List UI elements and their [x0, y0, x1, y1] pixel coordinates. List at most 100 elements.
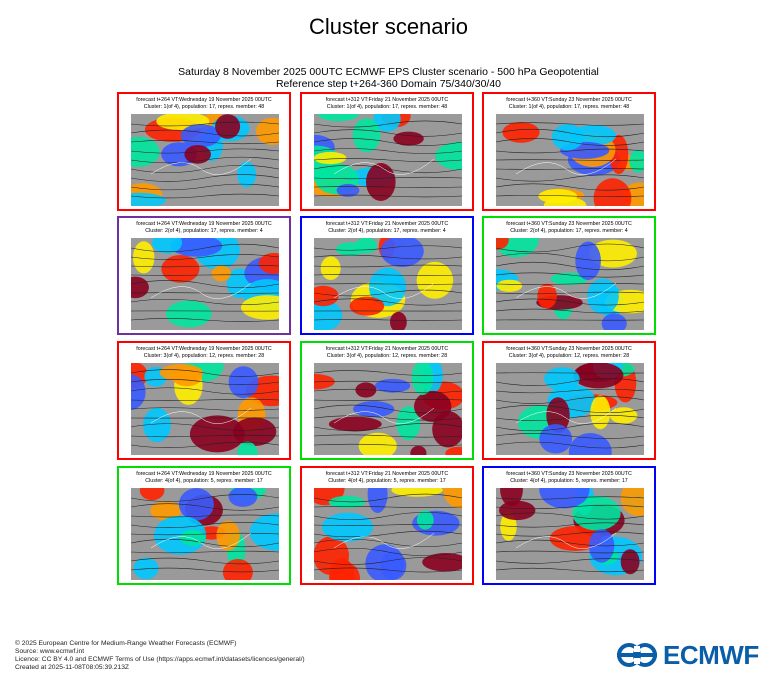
anomaly-blob [139, 488, 165, 501]
anomaly-blob [537, 283, 557, 309]
panel-cluster-label: Cluster: 1(of 4), population: 17, repres… [508, 104, 630, 110]
coastline [515, 407, 617, 424]
anomaly-blob [629, 149, 644, 173]
panel-cluster-label: Cluster: 1(of 4), population: 17, repres… [143, 104, 265, 110]
geopotential-contour [131, 557, 279, 565]
cluster-panel: forecast t+312 VT:Friday 21 November 202… [300, 92, 474, 211]
coastline [515, 282, 617, 299]
geopotential-contour [496, 243, 644, 253]
anomaly-blob [353, 401, 395, 418]
geopotential-contour [314, 254, 462, 260]
panel-cluster-label: Cluster: 4(of 4), population: 5, repres.… [510, 478, 628, 484]
geopotential-contour [131, 538, 279, 548]
anomaly-blob [152, 238, 183, 254]
cluster-panel: forecast t+264 VT:Wednesday 19 November … [117, 466, 291, 585]
anomaly-blob [189, 415, 245, 453]
chart-subtitle: Saturday 8 November 2025 00UTC ECMWF EPS… [0, 66, 777, 90]
panel-cluster-label: Cluster: 4(of 4), population: 5, repres.… [328, 478, 446, 484]
geopotential-contour [496, 512, 644, 520]
geopotential-map [314, 114, 462, 206]
anomaly-blob [180, 124, 221, 148]
geopotential-contour [496, 441, 644, 449]
geopotential-map [131, 238, 279, 330]
geopotential-contour [131, 369, 279, 377]
panel-forecast-label: forecast t+264 VT:Wednesday 19 November … [136, 471, 272, 477]
geopotential-contour [314, 415, 462, 421]
geopotential-contour [131, 503, 279, 511]
geopotential-contour [496, 283, 644, 285]
panel-cluster-label: Cluster: 2(of 4), population: 17, repres… [328, 228, 446, 234]
panel-cluster-label: Cluster: 1(of 4), population: 17, repres… [326, 104, 448, 110]
geopotential-contour [314, 298, 462, 306]
geopotential-contour [496, 539, 644, 547]
panel-forecast-label: forecast t+312 VT:Friday 21 November 202… [325, 471, 449, 477]
geopotential-contour [131, 292, 279, 294]
geopotential-contour [314, 434, 462, 438]
geopotential-contour [314, 380, 462, 384]
anomaly-blob [502, 122, 540, 143]
anomaly-blob [573, 363, 624, 389]
geopotential-contour [314, 164, 462, 174]
geopotential-contour [131, 407, 279, 411]
anomaly-blob [414, 390, 452, 422]
anomaly-blob [336, 183, 360, 197]
cluster-panel: forecast t+264 VT:Wednesday 19 November … [117, 216, 291, 335]
anomaly-blob [410, 445, 427, 455]
page-title: Cluster scenario [309, 14, 468, 39]
anomaly-blob [258, 252, 279, 274]
ecmwf-logo: ECMWF [617, 642, 759, 668]
cluster-panel: forecast t+264 VT:Wednesday 19 November … [117, 341, 291, 460]
anomaly-blob [443, 488, 462, 509]
source-text: Source: www.ecmwf.int [15, 648, 85, 655]
geopotential-contour [314, 530, 462, 538]
anomaly-blob [390, 311, 407, 330]
geopotential-contour [496, 298, 644, 306]
geopotential-contour [496, 378, 644, 386]
geopotential-contour [314, 289, 462, 297]
anomaly-blob [496, 238, 509, 250]
panel-cluster-label: Cluster: 4(of 4), population: 5, repres.… [145, 478, 263, 484]
created-text: Created at 2025-11-08T08:05:39.213Z [15, 664, 130, 671]
geopotential-contour [314, 567, 462, 573]
cluster-panel: forecast t+312 VT:Friday 21 November 202… [300, 341, 474, 460]
anomaly-blob [374, 378, 411, 393]
anomaly-blob [329, 562, 360, 580]
licence-text: Licence: CC BY 4.0 and ECMWF Terms of Us… [15, 656, 305, 663]
anomaly-blob [321, 512, 374, 542]
anomaly-blob [159, 364, 203, 382]
geopotential-contour [496, 308, 644, 314]
geopotential-map [496, 238, 644, 330]
geopotential-contour [131, 494, 279, 502]
anomaly-blob [539, 424, 573, 454]
geopotential-contour [496, 531, 644, 537]
geopotential-map [314, 488, 462, 580]
geopotential-contour [131, 423, 279, 431]
anomaly-blob [355, 382, 377, 398]
geopotential-map [131, 114, 279, 206]
anomaly-blob [228, 366, 259, 399]
panel-forecast-label: forecast t+360 VT:Sunday 23 November 202… [506, 221, 632, 227]
geopotential-contour [131, 129, 279, 137]
geopotential-contour [131, 264, 279, 268]
geopotential-contour [496, 261, 644, 271]
geopotential-contour [496, 415, 644, 421]
anomaly-blob [232, 417, 277, 446]
geopotential-contour [496, 405, 644, 413]
geopotential-contour [131, 121, 279, 127]
anomaly-blob [237, 441, 258, 455]
coastline [333, 407, 435, 424]
coastline [150, 532, 252, 549]
coastline [150, 158, 252, 175]
anomaly-blob [143, 407, 171, 443]
geopotential-map [496, 363, 644, 455]
geopotential-contour [496, 291, 644, 295]
geopotential-contour [131, 254, 279, 260]
geopotential-contour [496, 194, 644, 198]
anomaly-blob [551, 124, 584, 151]
geopotential-contour [131, 298, 279, 306]
geopotential-contour [314, 443, 462, 447]
panel-forecast-label: forecast t+360 VT:Sunday 23 November 202… [506, 346, 632, 352]
anomaly-blob [601, 313, 627, 330]
geopotential-contour [131, 139, 279, 145]
geopotential-contour [496, 422, 644, 432]
